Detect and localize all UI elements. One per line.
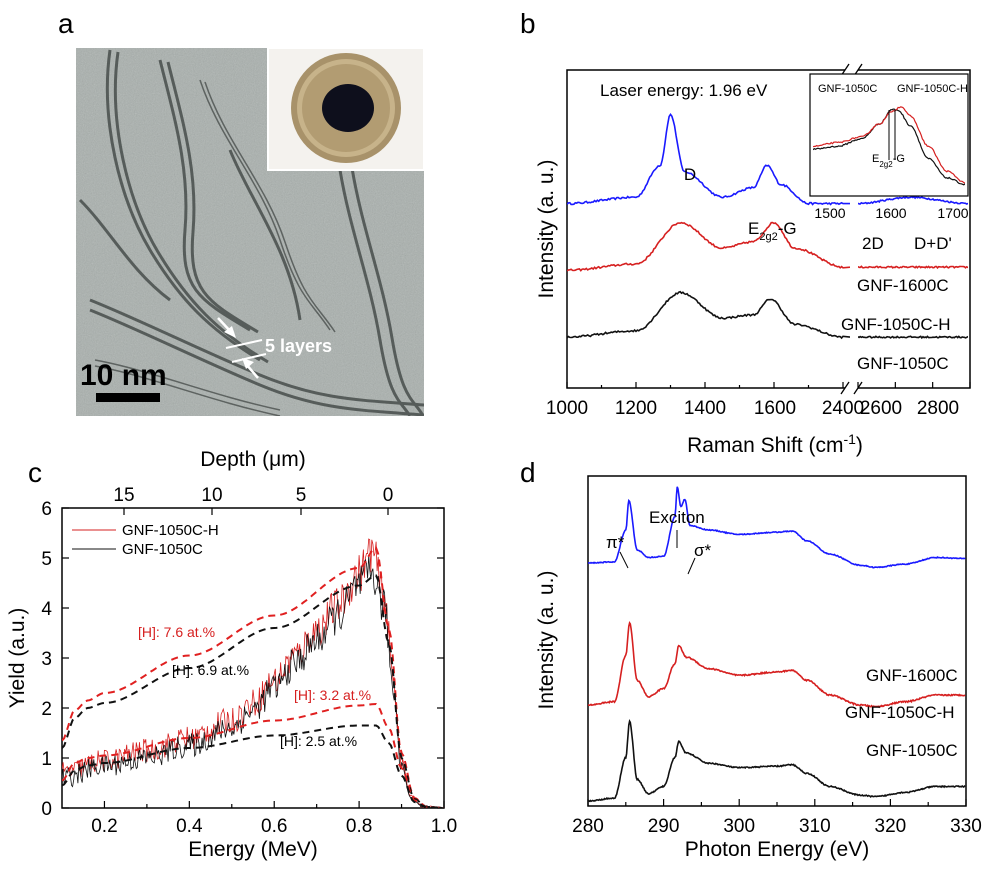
b-ylabel: Intensity (a. u.) xyxy=(535,160,558,299)
c-xtick-label: 0.8 xyxy=(346,816,372,837)
nexafs-series-line xyxy=(588,620,966,709)
simulation-dashed-line xyxy=(62,574,442,808)
simulation-dashed-line xyxy=(62,724,442,808)
peak-label-DD: D+D' xyxy=(914,234,952,253)
b-xtick-label: 1200 xyxy=(615,398,657,419)
peak-label-D: D xyxy=(684,165,696,184)
d-xtick-label: 320 xyxy=(875,816,907,837)
gnf-sample-disc xyxy=(322,84,374,132)
panel-label-b: b xyxy=(520,8,536,39)
b-series-label-1600: GNF-1600C xyxy=(857,276,949,295)
c-xtick-label: 1.0 xyxy=(431,816,457,837)
d-xtick-label: 330 xyxy=(950,816,982,837)
c-ytick-label: 2 xyxy=(41,699,52,720)
d-series-label-1050: GNF-1050C xyxy=(866,741,958,760)
peak-label-exciton: Exciton xyxy=(649,508,705,527)
b-series-label-1050: GNF-1050C xyxy=(857,354,949,373)
b-xtick-label: 1400 xyxy=(684,398,726,419)
c-ytick-label: 0 xyxy=(41,799,52,820)
annot-h-32: [H]: 3.2 at.% xyxy=(294,687,371,703)
annot-h-69: [H]: 6.9 at.% xyxy=(172,662,249,678)
c-legend: GNF-1050C-H GNF-1050C xyxy=(72,522,219,558)
legend-label: GNF-1050C xyxy=(122,541,203,558)
inset-xtick: 1600 xyxy=(875,205,906,221)
b-xtick-label: 2400 xyxy=(822,398,864,419)
inset-xtick: 1700 xyxy=(937,205,968,221)
panel-label-a: a xyxy=(58,8,74,39)
raman-series-line xyxy=(567,112,850,206)
b-xtick-label: 2800 xyxy=(917,398,959,419)
d-xtick-label: 280 xyxy=(572,816,604,837)
c-xtick-label: 0.2 xyxy=(91,816,117,837)
panel-d: 280 290 300 310 320 330 Photon Energy (eV) In… xyxy=(535,475,982,861)
c-xlabel: Energy (MeV) xyxy=(188,838,318,861)
coin-photo-inset xyxy=(267,47,425,171)
graphene-fringes xyxy=(78,49,424,416)
b-xtick-label: 2600 xyxy=(860,398,902,419)
c-top-tick: 0 xyxy=(383,485,394,506)
legend-label: GNF-1050C-H xyxy=(122,522,219,539)
c-top-tick: 15 xyxy=(113,485,134,506)
laser-energy-label: Laser energy: 1.96 eV xyxy=(600,81,768,100)
arrow-head-icon xyxy=(242,358,254,369)
inset-xtick: 1500 xyxy=(814,205,845,221)
layers-annotation: 5 layers xyxy=(217,317,332,379)
annot-h-25: [H]: 2.5 at.% xyxy=(280,733,357,749)
raman-series-line xyxy=(567,290,850,340)
panel-label-c: c xyxy=(28,457,42,488)
layers-label: 5 layers xyxy=(265,336,332,356)
d-series-label-1600: GNF-1600C xyxy=(866,666,958,685)
nexafs-series-line xyxy=(588,486,966,569)
arrow-icon xyxy=(619,551,629,569)
d-xtick-label: 300 xyxy=(723,816,755,837)
b-xtick-label: 1000 xyxy=(546,398,588,419)
d-ylabel: Intensity (a. u.) xyxy=(535,571,558,710)
annot-h-76: [H]: 7.6 at.% xyxy=(138,624,215,640)
c-top-tick: 5 xyxy=(296,485,307,506)
panel-b: 1000 1200 1400 1600 2400 2600 2800 Raman… xyxy=(535,63,971,457)
arrow-icon xyxy=(687,557,696,575)
nexafs-series-line xyxy=(588,719,966,803)
raman-series-line xyxy=(858,195,968,205)
b-xtick-label: 1600 xyxy=(754,398,796,419)
c-ytick-label: 3 xyxy=(41,649,52,670)
c-ytick-label: 4 xyxy=(41,599,52,620)
c-top-label: Depth (μm) xyxy=(200,448,305,471)
d-xlabel: Photon Energy (eV) xyxy=(685,838,869,861)
scale-bar-label: 10 nm xyxy=(80,359,167,392)
d-series-label-1050h: GNF-1050C-H xyxy=(845,703,955,722)
scale-bar: 10 nm xyxy=(80,359,167,402)
d-xtick-label: 310 xyxy=(799,816,831,837)
inset-label-right: GNF-1050C-H xyxy=(897,83,968,95)
raman-series-line xyxy=(858,335,968,340)
raman-inset: GNF-1050C GNF-1050C-H E2g2-G 1500 1600 1… xyxy=(809,73,969,221)
inset-label-left: GNF-1050C xyxy=(818,83,877,95)
peak-label-sigma: σ* xyxy=(694,541,711,560)
d-xtick-label: 290 xyxy=(648,816,680,837)
panel-label-d: d xyxy=(520,457,536,488)
c-top-tick: 10 xyxy=(201,485,222,506)
arrow-head-icon xyxy=(224,326,236,338)
yield-series-line xyxy=(62,555,444,808)
simulation-dashed-line xyxy=(62,702,442,808)
c-ytick-label: 5 xyxy=(41,549,52,570)
c-xtick-label: 0.4 xyxy=(176,816,203,837)
simulation-dashed-line xyxy=(62,546,442,808)
b-series-label-1050h: GNF-1050C-H xyxy=(841,315,951,334)
raman-series-line xyxy=(858,265,968,270)
c-xtick-label: 0.6 xyxy=(261,816,287,837)
b-xlabel: Raman Shift (cm-1) xyxy=(687,431,863,457)
peak-label-pi: π* xyxy=(606,533,625,552)
c-ytick-label: 6 xyxy=(41,499,52,520)
c-ytick-label: 1 xyxy=(41,749,52,770)
raman-series-line xyxy=(567,221,850,272)
c-ylabel: Yield (a.u.) xyxy=(6,608,29,709)
peak-label-2D: 2D xyxy=(862,234,884,253)
